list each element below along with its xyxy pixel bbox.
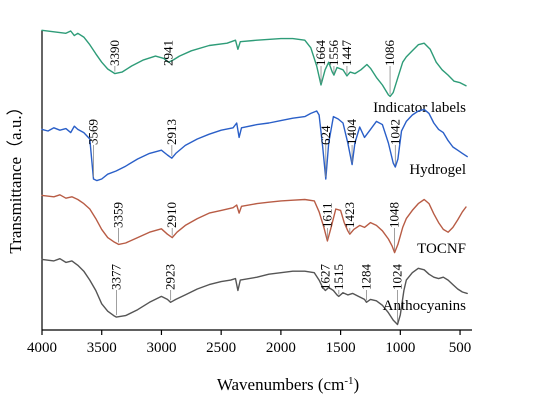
peak-label: 1664 xyxy=(313,40,328,67)
series-line-anthocyanins xyxy=(41,258,468,326)
peak-label: 1284 xyxy=(358,264,373,291)
x-tick-label: 1000 xyxy=(385,340,415,356)
x-tick-label: 3500 xyxy=(87,340,117,356)
series-line-tocnf xyxy=(41,194,467,254)
peak-label: 1423 xyxy=(342,202,357,228)
peak-label: 1048 xyxy=(387,202,402,228)
peak-label: 1086 xyxy=(382,40,397,67)
peak-label: 1515 xyxy=(331,264,346,290)
peak-label: 1404 xyxy=(344,119,359,146)
series-line-indicator-labels xyxy=(41,29,467,98)
series-group: Indicator labels Hydrogel TOCNF Anthocyanin… xyxy=(41,29,468,326)
x-tick-label: 3000 xyxy=(146,340,176,356)
peak-label: 624 xyxy=(318,125,333,145)
peak-label: 3359 xyxy=(111,202,126,228)
x-tick-label: 2000 xyxy=(266,340,296,356)
series-label: Hydrogel xyxy=(409,162,466,178)
series-label: TOCNF xyxy=(417,241,466,257)
peak-label: 3377 xyxy=(108,264,123,291)
peak-label: 1447 xyxy=(339,40,354,67)
series-label: Indicator labels xyxy=(373,100,466,116)
x-axis-label: Wavenumbers (cm-1) xyxy=(217,375,359,394)
peak-label: 2910 xyxy=(164,202,179,228)
peak-label: 3390 xyxy=(107,40,122,66)
x-tick-label: 1500 xyxy=(326,340,356,356)
x-tick-label: 500 xyxy=(449,340,472,356)
peak-label: 1042 xyxy=(387,119,402,145)
peak-label: 2923 xyxy=(163,264,178,290)
peak-label: 3569 xyxy=(85,119,100,145)
x-tick-label: 2500 xyxy=(206,340,236,356)
peak-label: 2941 xyxy=(160,40,175,66)
series-label: Anthocyanins xyxy=(383,298,466,314)
peak-label: 2913 xyxy=(164,119,179,145)
peak-label: 1611 xyxy=(319,202,334,228)
peak-label: 1556 xyxy=(326,40,341,67)
series-line-hydrogel xyxy=(41,108,468,182)
y-axis-label: Transmittance（a.u.） xyxy=(6,98,25,253)
axes: 4000 3500 3000 2500 2000 1500 1000 500 xyxy=(27,30,472,356)
peak-label: 1627 xyxy=(317,264,332,291)
x-tick-label: 4000 xyxy=(27,340,57,356)
peak-label: 1024 xyxy=(389,264,404,291)
